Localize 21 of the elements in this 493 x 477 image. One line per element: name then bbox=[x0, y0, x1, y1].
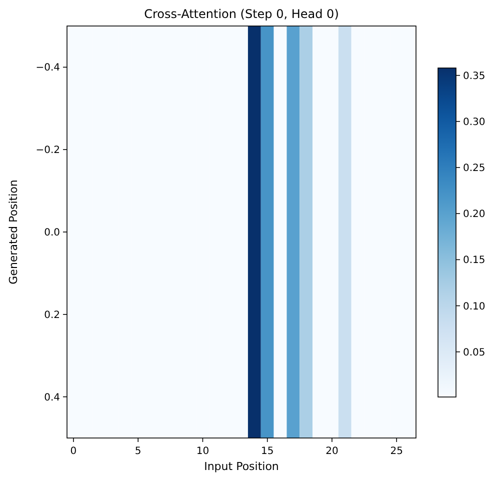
color-bar-label: 0.30 bbox=[463, 116, 486, 128]
y-axis-title: Generated Position bbox=[7, 180, 20, 284]
y-tick-label: 0.4 bbox=[44, 392, 60, 404]
y-tick-label: 0.2 bbox=[44, 310, 60, 321]
x-tick-label: 15 bbox=[260, 446, 274, 457]
x-tick-label: 25 bbox=[390, 446, 403, 457]
x-tick-label: 0 bbox=[70, 446, 77, 457]
color-bar-label: 0.35 bbox=[463, 70, 486, 82]
chart-title: Cross-Attention (Step 0, Head 0) bbox=[144, 7, 339, 21]
color-bar-label: 0.25 bbox=[463, 163, 486, 174]
color-bar-label: 0.20 bbox=[463, 209, 486, 220]
x-tick-label: 5 bbox=[134, 446, 142, 457]
color-bar-label: 0.15 bbox=[463, 255, 486, 266]
color-bar-label: 0.10 bbox=[463, 301, 486, 312]
y-tick-label: 0.0 bbox=[44, 228, 60, 238]
color-bar-label: 0.05 bbox=[463, 347, 486, 358]
x-axis-title: Input Position bbox=[204, 460, 279, 473]
y-tick-label: −0.2 bbox=[36, 145, 60, 156]
x-tick-label: 20 bbox=[326, 446, 338, 457]
y-tick-label: −0.4 bbox=[36, 62, 60, 74]
x-tick-label: 10 bbox=[196, 446, 210, 457]
